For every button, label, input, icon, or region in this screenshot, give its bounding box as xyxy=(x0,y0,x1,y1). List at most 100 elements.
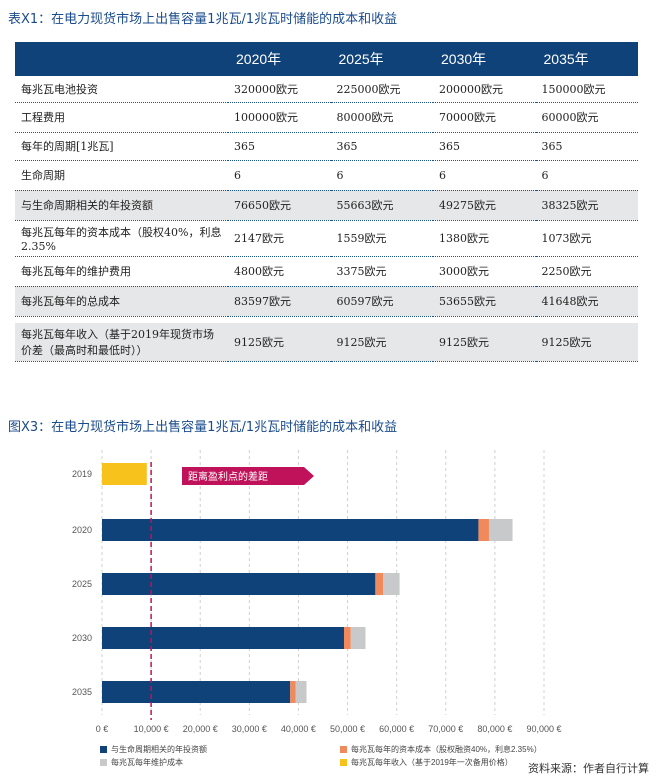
table-cell: 3375欧元 xyxy=(330,256,433,287)
bars xyxy=(102,463,513,703)
annotation: 距离盈利点的差距 xyxy=(150,462,314,720)
table-cell: 53655欧元 xyxy=(433,286,536,317)
category-label: 2025 xyxy=(72,579,92,589)
header-cell: 2035年 xyxy=(535,42,638,76)
table-row: 每兆瓦每年收入（基于2019年现货市场价差（最高时和最低时）） 9125欧元 912… xyxy=(15,322,638,362)
x-tick-label: 80,000 € xyxy=(477,724,512,734)
header-cell: 2025年 xyxy=(330,42,433,76)
x-tick-labels: 0 € 10,000 € 20,000 € 30,000 € 40,000 € 50,00… xyxy=(96,724,562,734)
x-tick-label: 90,000 € xyxy=(526,724,561,734)
legend-label: 每兆瓦每年的资本成本（股权融资40%，利息2.35%） xyxy=(351,745,542,754)
table-cell: 4800欧元 xyxy=(228,256,331,287)
legend-item: 每兆瓦每年的资本成本（股权融资40%，利息2.35%） xyxy=(340,744,542,755)
table-cell: 41648欧元 xyxy=(535,286,638,317)
row-label: 每年的周期[1兆瓦] xyxy=(15,132,228,161)
table-cell: 320000欧元 xyxy=(228,76,331,103)
table-title: 表X1：在电力现货市场上出售容量1兆瓦/1兆瓦时储能的成本和收益 xyxy=(8,12,398,27)
bar-segment xyxy=(478,519,489,541)
row-label: 生命周期 xyxy=(15,160,228,191)
category-label: 2035 xyxy=(72,687,92,697)
table-header-row: 2020年 2025年 2030年 2035年 xyxy=(15,42,638,76)
table-cell: 2147欧元 xyxy=(228,220,331,257)
table-cell: 365 xyxy=(228,132,331,161)
bar-segment xyxy=(102,519,479,541)
table-cell: 6 xyxy=(228,160,331,191)
table-cell: 9125欧元 xyxy=(433,322,536,362)
table-cell: 60597欧元 xyxy=(330,286,433,317)
table-cell: 365 xyxy=(535,132,638,161)
table-cell: 365 xyxy=(330,132,433,161)
x-tick-label: 30,000 € xyxy=(232,724,267,734)
table-cell: 83597欧元 xyxy=(228,286,331,317)
row-label: 每兆瓦每年的资本成本（股权40%，利息2.35% xyxy=(15,220,228,257)
figure-title: 图X3：在电力现货市场上出售容量1兆瓦/1兆瓦时储能的成本和收益 xyxy=(8,420,398,435)
category-label: 2020 xyxy=(72,525,92,535)
source-note: 资料来源：作者自行计算 xyxy=(528,762,649,775)
table-cell: 365 xyxy=(433,132,536,161)
table-cell: 6 xyxy=(330,160,433,191)
bar-segment xyxy=(375,573,384,595)
table-cell: 2250欧元 xyxy=(535,256,638,287)
table-body: 每兆瓦电池投资 320000欧元 225000欧元 200000欧元 150000欧元工… xyxy=(15,76,638,362)
table-cell: 9125欧元 xyxy=(228,322,331,362)
table-cell: 1559欧元 xyxy=(330,220,433,257)
row-label: 每兆瓦每年的总成本 xyxy=(15,286,228,317)
table-cell: 49275欧元 xyxy=(433,190,536,221)
table-cell: 60000欧元 xyxy=(535,102,638,133)
legend-label: 每兆瓦每年收入（基于2019年一次备用价格） xyxy=(351,758,513,767)
table-cell: 1380欧元 xyxy=(433,220,536,257)
bar-segment xyxy=(102,463,147,485)
x-tick-label: 20,000 € xyxy=(183,724,218,734)
row-label: 工程费用 xyxy=(15,102,228,133)
table-row: 每年的周期[1兆瓦] 365 365 365 365 xyxy=(15,132,638,161)
bar-segment xyxy=(295,681,307,703)
bar-segment xyxy=(102,627,344,649)
table-row: 每兆瓦每年的维护费用 4800欧元 3375欧元 3000欧元 2250欧元 xyxy=(15,256,638,287)
bar-segment xyxy=(102,681,291,703)
x-tick-label: 10,000 € xyxy=(134,724,169,734)
table-cell: 9125欧元 xyxy=(535,322,638,362)
category-labels: 2019 2020 2025 2030 2035 xyxy=(72,469,92,697)
legend-label: 每兆瓦每年维护成本 xyxy=(111,758,183,767)
legend-item: 每兆瓦每年收入（基于2019年一次备用价格） xyxy=(340,757,513,768)
table-cell: 1073欧元 xyxy=(535,220,638,257)
x-tick-label: 0 € xyxy=(96,724,109,734)
bar-segment xyxy=(343,627,351,649)
table-cell: 150000欧元 xyxy=(535,76,638,103)
table-row: 生命周期 6 6 6 6 xyxy=(15,160,638,191)
gap-arrow-label: 距离盈利点的差距 xyxy=(188,470,268,483)
bar-segment xyxy=(383,573,400,595)
legend-swatch xyxy=(340,759,347,766)
row-label: 与生命周期相关的年投资额 xyxy=(15,190,228,221)
table-cell: 3000欧元 xyxy=(433,256,536,287)
table-row: 每兆瓦每年的资本成本（股权40%，利息2.35% 2147欧元 1559欧元 1380… xyxy=(15,220,638,257)
x-tick-label: 60,000 € xyxy=(379,724,414,734)
legend-item: 与生命周期相关的年投资额 xyxy=(100,744,207,755)
table-cell: 100000欧元 xyxy=(228,102,331,133)
category-label: 2030 xyxy=(72,633,92,643)
bar-segment xyxy=(350,627,366,649)
x-tick-label: 70,000 € xyxy=(428,724,463,734)
gap-arrow xyxy=(182,467,314,485)
table-cell: 80000欧元 xyxy=(330,102,433,133)
table-row: 每兆瓦电池投资 320000欧元 225000欧元 200000欧元 150000欧元 xyxy=(15,76,638,103)
table-row: 工程费用 100000欧元 80000欧元 70000欧元 60000欧元 xyxy=(15,102,638,133)
legend-item: 每兆瓦每年维护成本 xyxy=(100,757,183,768)
bar-chart: 2019 2020 2025 2030 2035 0 € 10,000 € 20,000 €… xyxy=(72,450,562,734)
bar-segment xyxy=(290,681,296,703)
table-cell: 76650欧元 xyxy=(228,190,331,221)
row-label: 每兆瓦电池投资 xyxy=(15,76,228,103)
table-row: 与生命周期相关的年投资额 76650欧元 55663欧元 49275欧元 38325欧元 xyxy=(15,190,638,221)
table-cell: 6 xyxy=(535,160,638,191)
table-row: 每兆瓦每年的总成本 83597欧元 60597欧元 53655欧元 41648欧元 xyxy=(15,286,638,317)
table-cell: 55663欧元 xyxy=(330,190,433,221)
legend-swatch xyxy=(100,746,107,753)
bar-segment xyxy=(102,573,376,595)
x-tick-label: 50,000 € xyxy=(330,724,365,734)
table-cell: 225000欧元 xyxy=(330,76,433,103)
table-cell: 70000欧元 xyxy=(433,102,536,133)
header-cell: 2020年 xyxy=(228,42,331,76)
table-cell: 200000欧元 xyxy=(433,76,536,103)
x-tick-label: 40,000 € xyxy=(281,724,316,734)
legend-label: 与生命周期相关的年投资额 xyxy=(111,745,207,754)
